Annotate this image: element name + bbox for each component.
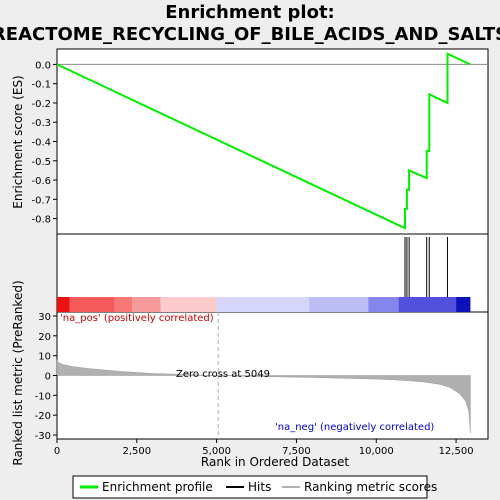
es-y-tick-label: -0.2 <box>31 99 51 110</box>
rank-color-bar <box>57 297 470 312</box>
pos-annotation: 'na_pos' (positively correlated) <box>60 313 214 324</box>
rank-color-band <box>217 297 310 312</box>
metric-y-tick-label: -30 <box>35 431 51 442</box>
es-y-axis-label: Enrichment score (ES) <box>11 75 25 208</box>
metric-y-tick-label: 30 <box>38 312 51 323</box>
es-y-tick-label: -0.1 <box>31 80 51 91</box>
rank-color-band <box>57 297 70 312</box>
metric-y-tick-label: -10 <box>35 391 51 402</box>
rank-color-band <box>132 297 161 312</box>
neg-annotation: 'na_neg' (negatively correlated) <box>275 422 434 433</box>
legend-hits-label: Hits <box>248 480 271 494</box>
metric-y-tick-label: 10 <box>38 352 51 363</box>
x-tick-label: 2,500 <box>122 446 151 457</box>
metric-y-tick-label: -20 <box>35 411 51 422</box>
es-y-tick-label: -0.5 <box>31 157 51 168</box>
metric-y-tick-label: 20 <box>38 332 51 343</box>
zero-cross-annotation: Zero cross at 5049 <box>176 369 270 380</box>
rank-color-band <box>161 297 217 312</box>
es-y-tick-label: 0.0 <box>35 60 51 71</box>
rank-color-band <box>70 297 115 312</box>
es-y-tick-label: -0.4 <box>31 138 51 149</box>
x-axis-label: Rank in Ordered Dataset <box>201 455 349 469</box>
rank-color-band <box>368 297 398 312</box>
rank-color-band <box>309 297 368 312</box>
es-y-tick-label: -0.6 <box>31 176 51 187</box>
rank-color-band <box>456 297 470 312</box>
es-y-tick-label: -0.3 <box>31 118 51 129</box>
x-tick-label: 12,500 <box>439 446 474 457</box>
x-tick-label: 0 <box>54 446 60 457</box>
es-y-tick-label: -0.7 <box>31 195 51 206</box>
chart-subtitle: REACTOME_RECYCLING_OF_BILE_ACIDS_AND_SAL… <box>0 24 500 45</box>
rank-color-band <box>114 297 132 312</box>
rank-color-band <box>399 297 456 312</box>
legend-ranking-label: Ranking metric scores <box>304 480 437 494</box>
metric-y-tick-label: 0 <box>45 372 51 383</box>
es-panel <box>57 49 488 234</box>
es-y-tick-label: -0.8 <box>31 215 51 226</box>
x-tick-label: 10,000 <box>359 446 394 457</box>
legend-enrichment-label: Enrichment profile <box>102 480 213 494</box>
chart-title: Enrichment plot: <box>165 2 335 23</box>
metric-y-axis-label: Ranked list metric (PreRanked) <box>11 280 25 465</box>
